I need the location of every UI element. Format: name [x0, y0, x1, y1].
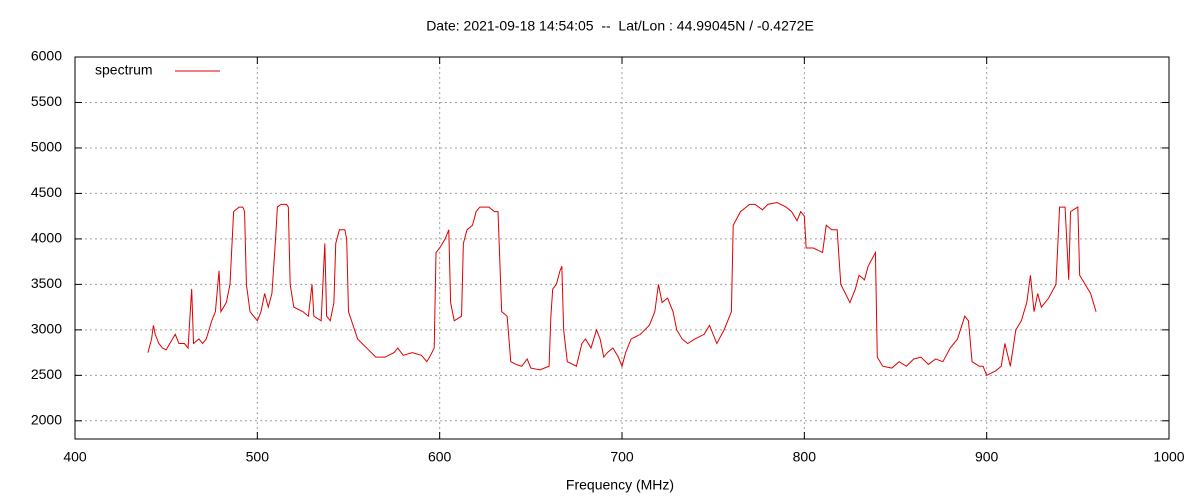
x-tick-label: 400: [63, 449, 87, 465]
x-tick-label: 700: [610, 449, 634, 465]
plot-frame: [74, 56, 1170, 440]
x-tick-label: 900: [975, 449, 999, 465]
y-tick-label: 3500: [31, 275, 62, 291]
y-tick-label: 3000: [31, 321, 62, 337]
y-tick-label: 2000: [31, 412, 62, 428]
y-tick-label: 4500: [31, 184, 62, 200]
x-tick-label: 500: [246, 449, 270, 465]
x-tick-label: 1000: [1153, 449, 1184, 465]
legend-label: spectrum: [95, 62, 153, 78]
y-tick-label: 6000: [31, 48, 62, 64]
y-tick-label: 5000: [31, 139, 62, 155]
y-tick-label: 2500: [31, 366, 62, 382]
series-line: [147, 201, 1097, 377]
x-axis-label: Frequency (MHz): [566, 477, 674, 493]
y-tick-label: 4000: [31, 230, 62, 246]
x-tick-label: 600: [428, 449, 452, 465]
y-tick-label: 5500: [31, 93, 62, 109]
x-tick-label: 800: [793, 449, 817, 465]
chart-title: Date: 2021-09-18 14:54:05 -- Lat/Lon : 4…: [426, 18, 814, 34]
